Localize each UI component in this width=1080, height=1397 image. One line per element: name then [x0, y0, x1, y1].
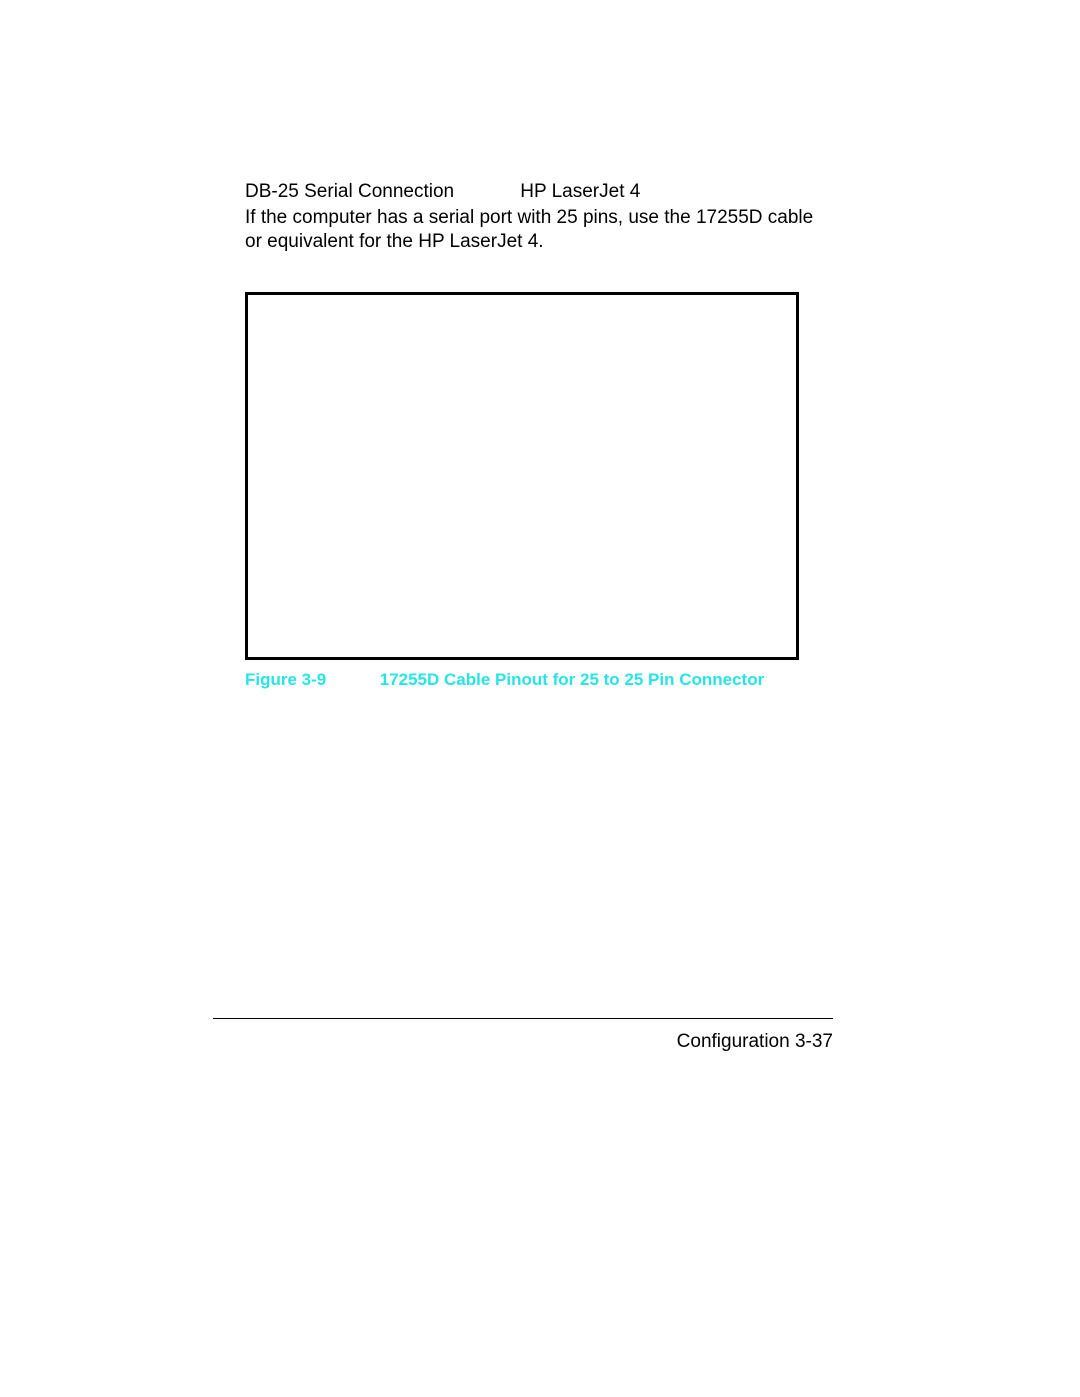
- page: DB-25 Serial Connection HP LaserJet 4 If…: [0, 0, 1080, 1397]
- footer-text: Configuration 3-37: [213, 1031, 833, 1053]
- figure-caption-label: Figure 3-9: [245, 670, 375, 690]
- content-block: DB-25 Serial Connection HP LaserJet 4 If…: [245, 180, 835, 690]
- figure-caption: Figure 3-9 17255D Cable Pinout for 25 to…: [245, 670, 835, 690]
- header-right: HP LaserJet 4: [520, 180, 640, 204]
- figure-caption-text: 17255D Cable Pinout for 25 to 25 Pin Con…: [380, 670, 764, 689]
- header-line: DB-25 Serial Connection HP LaserJet 4: [245, 180, 835, 204]
- footer-rule: [213, 1018, 833, 1019]
- body-paragraph: If the computer has a serial port with 2…: [245, 206, 835, 254]
- figure-placeholder: [245, 292, 799, 660]
- page-footer: Configuration 3-37: [213, 1018, 833, 1053]
- header-left: DB-25 Serial Connection: [245, 180, 515, 204]
